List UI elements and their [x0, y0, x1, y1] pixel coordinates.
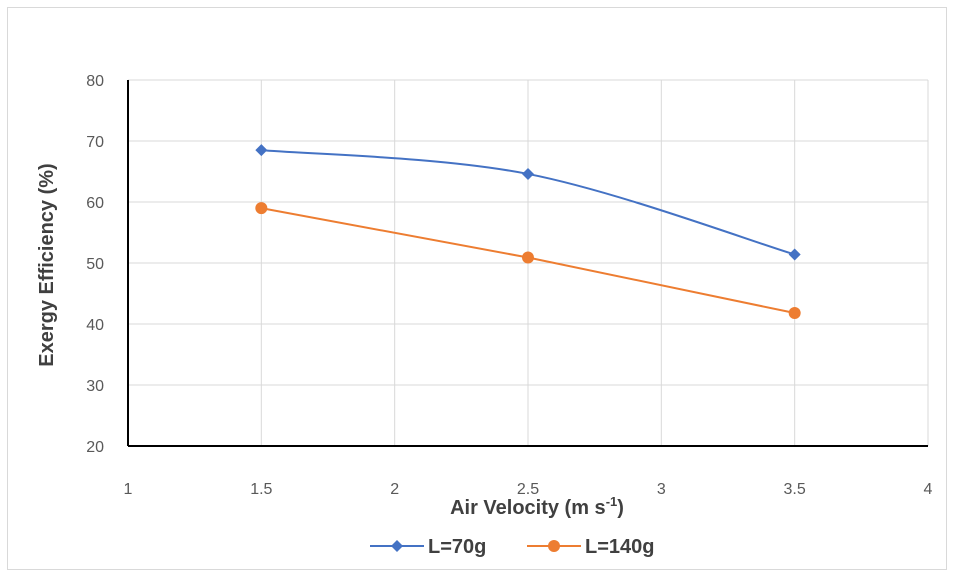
y-tick-label: 70 — [86, 134, 104, 151]
x-axis-title-suffix: ) — [617, 497, 624, 519]
y-tick-label: 40 — [86, 317, 104, 334]
circle-marker — [522, 251, 534, 264]
gridlines — [128, 79, 929, 446]
legend-label: L=70g — [428, 536, 486, 558]
x-axis-title-superscript: -1 — [606, 494, 618, 509]
x-tick-label: 2.5 — [517, 481, 539, 498]
x-tick-label: 2 — [390, 481, 399, 498]
series-layer — [255, 144, 801, 320]
legend: L=70g L=140g — [370, 536, 654, 558]
x-tick-label: 1.5 — [250, 481, 272, 498]
y-tick-label: 50 — [86, 256, 104, 273]
diamond-marker — [788, 248, 801, 261]
legend-marker — [548, 540, 560, 552]
legend-label: L=140g — [585, 536, 654, 558]
series-1 — [255, 144, 801, 261]
diamond-marker — [522, 167, 534, 180]
x-tick-label: 4 — [924, 481, 933, 498]
y-tick-label: 30 — [86, 378, 104, 395]
x-axis-title-main: Air Velocity (m s — [450, 497, 606, 519]
x-axis-title: Air Velocity (m s-1) — [450, 494, 624, 519]
x-tick-label: 3 — [657, 481, 666, 498]
y-tick-label: 20 — [86, 439, 104, 456]
legend-marker — [391, 540, 403, 552]
y-axis-title: Exergy Efficiency (%) — [36, 163, 58, 366]
legend-item: L=70g — [370, 536, 486, 558]
circle-marker — [788, 307, 801, 320]
x-tick-label: 1 — [124, 481, 133, 498]
series-2 — [255, 202, 801, 320]
y-tick-label: 60 — [86, 195, 104, 212]
diamond-marker — [255, 144, 268, 157]
axes — [127, 80, 928, 447]
chart-frame — [7, 7, 947, 570]
x-tick-label: 3.5 — [784, 481, 806, 498]
tick-labels: 20 30 40 50 60 70 80 1 1.5 2 2.5 3 3.5 4 — [86, 73, 932, 498]
y-tick-label: 80 — [86, 73, 104, 90]
legend-item: L=140g — [527, 536, 654, 558]
circle-marker — [255, 202, 268, 215]
